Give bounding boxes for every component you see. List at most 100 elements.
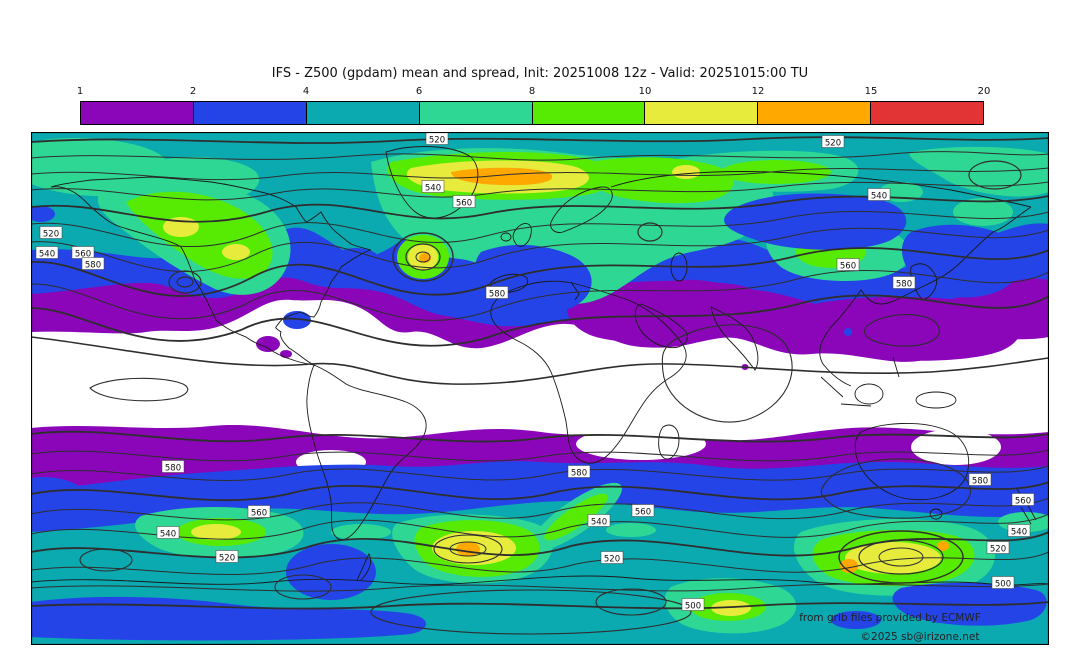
contour-label-box	[681, 598, 705, 611]
contour-label-box	[867, 188, 891, 201]
contour-label-box	[215, 550, 239, 563]
contour-label-box	[991, 576, 1015, 589]
contour-label-box	[81, 257, 105, 270]
contour-label: 560	[452, 195, 476, 209]
contour-label: 540	[35, 246, 59, 260]
contour-label-text: 580	[165, 464, 181, 474]
contour-label: 560	[247, 505, 271, 519]
contour-label-box	[247, 505, 271, 518]
chart-title: IFS - Z500 (gpdam) mean and spread, Init…	[271, 66, 809, 81]
contour-label-box	[986, 541, 1010, 554]
contour-label: 560	[631, 504, 655, 518]
contour-label: 540	[421, 180, 445, 194]
contour-label-text: 580	[972, 477, 988, 487]
contour-label: 580	[81, 257, 105, 271]
colorbar-tick: 4	[302, 86, 310, 97]
contour-label-box	[587, 514, 611, 527]
contour-label-text: 580	[896, 280, 912, 290]
contour-label-text: 560	[75, 250, 91, 260]
weather-map-svg: 520 540 560 580 520 540 560 580 520 54	[31, 132, 1049, 645]
attribution-source: from grib files provided by ECMWF	[799, 612, 981, 624]
colorbar-tick: 1	[76, 86, 84, 97]
contour-label: 520	[215, 550, 239, 564]
contour-label-box	[421, 180, 445, 193]
contour-label: 540	[156, 526, 180, 540]
contour-label: 540	[587, 514, 611, 528]
contour-label: 540	[867, 188, 891, 202]
attribution-copyright: ©2025 sb@irizone.net	[861, 631, 980, 643]
contour-label: 580	[161, 460, 185, 474]
colorbar-segment	[81, 102, 194, 124]
contour-label: 520	[821, 135, 845, 149]
contour-label-box	[600, 551, 624, 564]
contour-label-box	[631, 504, 655, 517]
contour-label: 560	[1011, 493, 1035, 507]
colorbar-tick: 20	[977, 86, 991, 97]
contour-label-text: 580	[489, 290, 505, 300]
contour-label-text: 580	[85, 261, 101, 271]
contour-label-box	[35, 246, 59, 259]
contour-label: 560	[836, 258, 860, 272]
contour-labels: 520 540 560 580 520 540 560 580 520 54	[35, 132, 1035, 612]
contour-label-box	[968, 473, 992, 486]
map-canvas: 520 540 560 580 520 540 560 580 520 54	[31, 132, 1049, 645]
contour-label-box	[836, 258, 860, 271]
contour-label: 580	[567, 465, 591, 479]
colorbar-segment	[419, 102, 533, 124]
colorbar-segment	[306, 102, 420, 124]
contour-label-box	[452, 195, 476, 208]
colorbar-tick: 2	[189, 86, 197, 97]
contour-label-text: 500	[995, 580, 1011, 590]
contour-label: 500	[681, 598, 705, 612]
colorbar	[80, 101, 984, 125]
contour-label-text: 500	[685, 602, 701, 612]
colorbar-segment	[193, 102, 307, 124]
contour-label-text: 560	[635, 508, 651, 518]
contour-label-text: 540	[39, 250, 55, 260]
contour-label-box	[892, 276, 916, 289]
colorbar-tick: 6	[415, 86, 423, 97]
contour-label-text: 560	[840, 262, 856, 272]
colorbar-tick: 15	[864, 86, 878, 97]
contour-label-box	[1007, 524, 1031, 537]
contour-label-text: 580	[571, 469, 587, 479]
contour-label: 580	[968, 473, 992, 487]
contour-label: 580	[485, 286, 509, 300]
contour-label-text: 540	[425, 184, 441, 194]
contour-label-text: 520	[990, 545, 1006, 555]
contour-label-text: 540	[1011, 528, 1027, 538]
contour-label-text: 520	[604, 555, 620, 565]
contour-label: 520	[600, 551, 624, 565]
contour-label-text: 520	[219, 554, 235, 564]
colorbar-segment	[532, 102, 646, 124]
contour-label-box	[485, 286, 509, 299]
contour-label-text: 520	[825, 139, 841, 149]
contour-label-box	[1011, 493, 1035, 506]
contour-label: 500	[991, 576, 1015, 590]
contour-label-text: 520	[43, 230, 59, 240]
contour-label-box	[567, 465, 591, 478]
colorbar-segment	[758, 102, 872, 124]
contour-label-box	[39, 226, 63, 239]
contour-label-text: 540	[591, 518, 607, 528]
contour-label: 520	[425, 132, 449, 146]
contour-label-text: 540	[871, 192, 887, 202]
colorbar-tick: 8	[528, 86, 536, 97]
contour-label-text: 560	[1015, 497, 1031, 507]
colorbar-tick: 10	[638, 86, 652, 97]
contour-label-box	[821, 135, 845, 148]
map-frame	[31, 132, 1049, 645]
contour-label-text: 520	[429, 136, 445, 146]
colorbar-tick: 12	[751, 86, 765, 97]
colorbar-tick-labels: 1 2 4 6 8 10 12 15 20	[76, 86, 991, 99]
contour-label: 540	[1007, 524, 1031, 538]
colorbar-segment	[871, 102, 983, 124]
contour-label: 580	[892, 276, 916, 290]
contour-label-text: 540	[160, 530, 176, 540]
contour-label-text: 560	[456, 199, 472, 209]
contour-label: 520	[39, 226, 63, 240]
contour-label-text: 560	[251, 509, 267, 519]
contour-label: 520	[986, 541, 1010, 555]
contour-label-box	[161, 460, 185, 473]
